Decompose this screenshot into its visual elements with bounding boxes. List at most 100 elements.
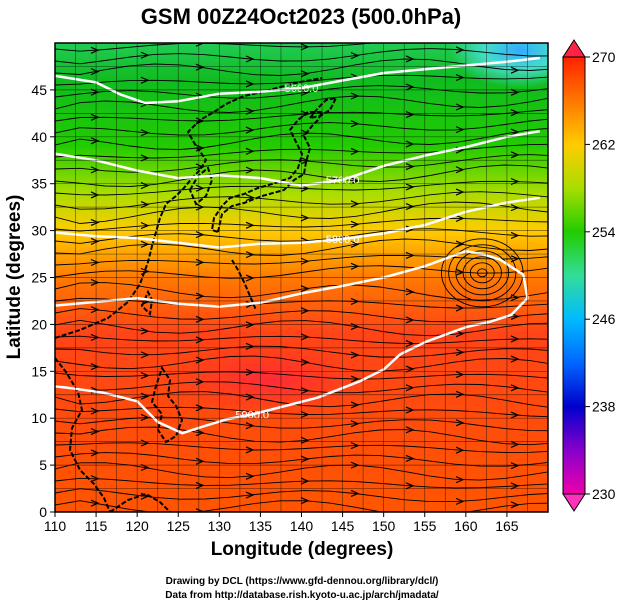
wind-arrow: [350, 177, 360, 185]
wind-arrow: [510, 231, 520, 240]
colorbar-ticks: 230 238 246 254 262 270: [585, 49, 616, 502]
wind-arrow: [300, 436, 310, 444]
wind-arrow: [350, 92, 360, 100]
wind-arrow: [195, 429, 205, 437]
wind-arrow: [300, 110, 310, 118]
y-tick-label: 0: [39, 504, 47, 520]
streamline: [55, 228, 548, 244]
streamline: [55, 85, 548, 99]
wind-arrow: [455, 348, 465, 356]
wind-arrow: [90, 449, 100, 457]
warm-core: [160, 340, 380, 420]
colorbar-tick-label: 238: [592, 399, 616, 415]
wind-arrow: [195, 63, 205, 71]
wind-arrow: [245, 126, 255, 134]
wind-arrow: [245, 321, 255, 329]
wind-arrow: [350, 375, 360, 383]
wind-arrow: [350, 262, 360, 270]
wind-arrow: [245, 368, 255, 376]
wind-arrow: [405, 406, 415, 414]
wind-arrow: [140, 51, 150, 59]
wind-arrow: [195, 315, 205, 323]
y-tick-label: 35: [31, 176, 47, 192]
x-tick-label: 145: [331, 518, 355, 534]
wind-arrow: [405, 339, 415, 348]
wind-arrow: [90, 475, 100, 483]
streamline: [55, 488, 548, 503]
wind-arrow: [455, 390, 465, 398]
wind-arrow: [195, 481, 205, 489]
wind-arrow: [90, 499, 100, 507]
credit-data: Data from http://database.rish.kyoto-u.a…: [165, 590, 439, 601]
wind-arrow: [300, 497, 310, 505]
wind-arrow: [140, 372, 150, 380]
wind-arrow: [405, 140, 415, 148]
y-axis-title: Latitude (degrees): [4, 195, 25, 360]
wind-arrow: [510, 440, 520, 448]
streamline: [55, 201, 548, 224]
wind-arrow: [140, 201, 150, 209]
wind-arrow: [245, 55, 255, 63]
y-tick-label: 20: [31, 316, 47, 332]
wind-arrow: [406, 511, 407, 512]
wind-arrow: [300, 257, 310, 265]
wind-arrow: [300, 43, 310, 51]
wind-arrow: [300, 387, 310, 395]
wind-arrow: [300, 285, 310, 293]
wind-arrow: [90, 166, 100, 174]
streamline: [55, 164, 548, 187]
y-axis: 0 5 10 15 20 25 30 35 40 45: [31, 82, 55, 520]
wind-arrow: [510, 66, 520, 74]
wind-arrow: [195, 378, 205, 386]
coastline-indochina: [55, 357, 111, 512]
streamline: [55, 335, 548, 344]
wind-arrow: [140, 463, 150, 472]
wind-arrow: [195, 336, 205, 344]
wind-arrow: [510, 501, 520, 509]
wind-arrow: [90, 218, 100, 226]
vortex-ring: [469, 262, 495, 284]
wind-arrow: [245, 446, 255, 454]
wind-arrow: [405, 203, 415, 211]
wind-arrow: [245, 193, 255, 202]
wind-arrow: [455, 330, 465, 338]
wind-arrow: [245, 221, 255, 229]
streamline: [55, 345, 548, 358]
wind-arrow: [510, 128, 520, 136]
x-tick-label: 135: [249, 518, 273, 534]
colorbar-gradient: [562, 56, 586, 495]
x-tick-label: 140: [290, 518, 314, 534]
wind-arrow: [510, 462, 520, 470]
chart-title: GSM 00Z24Oct2023 (500.0hPa): [141, 4, 461, 29]
wind-arrow: [300, 410, 310, 419]
coastline-japan: [210, 111, 324, 234]
wind-arrow: [90, 258, 100, 267]
streamline: [55, 180, 548, 196]
wind-arrow: [90, 333, 100, 341]
vortex-ring: [462, 256, 502, 290]
wind-arrow: [350, 351, 360, 359]
wind-arrow: [510, 411, 520, 419]
x-tick-label: 130: [208, 518, 232, 534]
x-tick-label: 115: [85, 518, 108, 534]
x-tick-label: 120: [125, 518, 149, 534]
wind-arrow: [405, 163, 415, 171]
streamline: [55, 477, 548, 489]
y-tick-label: 45: [31, 82, 47, 98]
wind-arrow: [350, 442, 360, 450]
wind-arrow: [90, 363, 100, 371]
wind-arrow: [140, 392, 150, 400]
wind-arrow: [510, 355, 520, 363]
streamline: [55, 95, 548, 113]
vortex-circulation: [441, 238, 524, 308]
streamline: [55, 254, 548, 266]
wind-arrow: [405, 384, 415, 392]
wind-arrow: [140, 413, 150, 422]
streamline: [55, 48, 548, 65]
x-tick-label: 165: [495, 518, 519, 534]
y-tick-label: 30: [31, 223, 47, 239]
wind-arrow: [405, 111, 415, 119]
streamline: [55, 43, 378, 52]
wind-arrow: [455, 46, 465, 54]
